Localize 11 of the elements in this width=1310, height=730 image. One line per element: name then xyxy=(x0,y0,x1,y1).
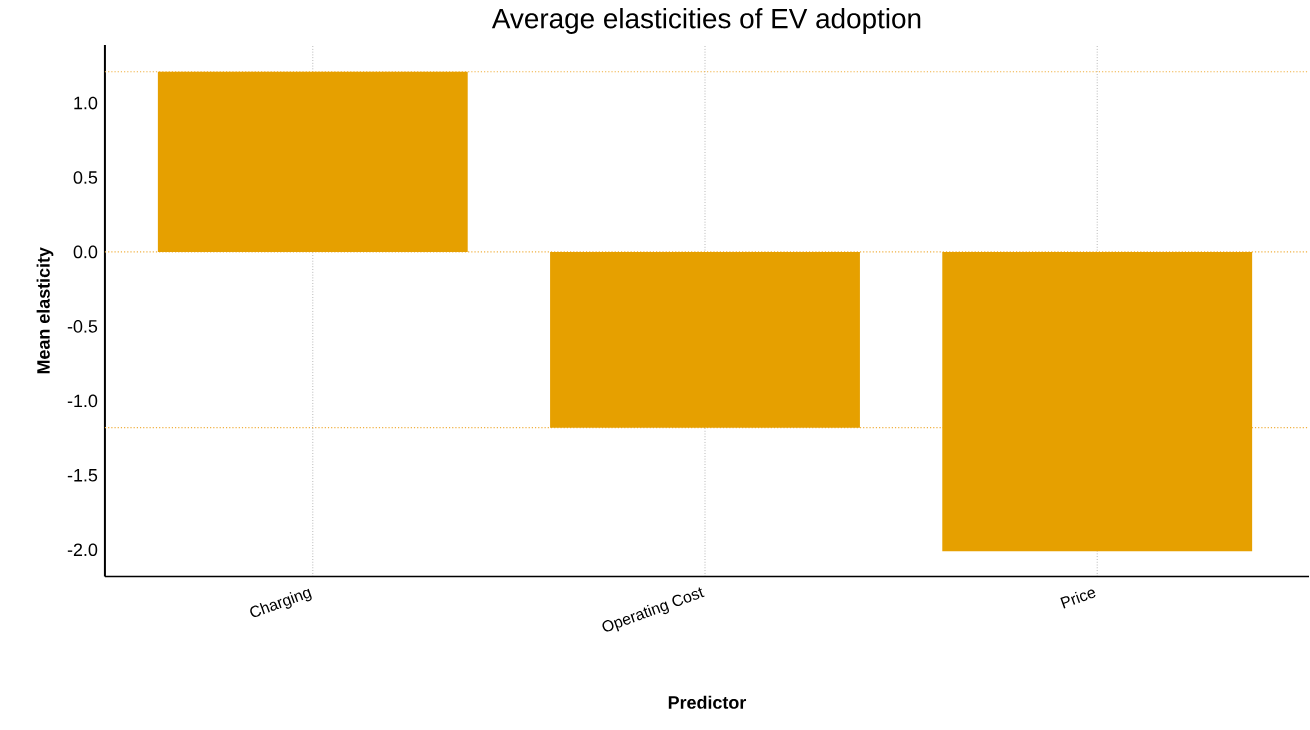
y-tick-label: 1.0 xyxy=(74,96,98,110)
x-tick-label: Price xyxy=(1060,589,1096,609)
y-tick-label: -2.0 xyxy=(67,543,98,556)
x-axis-title: Predictor xyxy=(668,695,747,709)
y-tick-label: -1.0 xyxy=(67,394,98,407)
y-axis-title: Mean elasticity xyxy=(36,246,54,374)
chart-title: Average elasticities of EV adoption xyxy=(491,7,921,34)
y-tick-label: -0.5 xyxy=(67,319,98,333)
y-tick-label: -1.5 xyxy=(67,468,98,482)
y-tick-label: 0.5 xyxy=(73,170,98,184)
y-tick-label: 0.0 xyxy=(73,245,98,259)
